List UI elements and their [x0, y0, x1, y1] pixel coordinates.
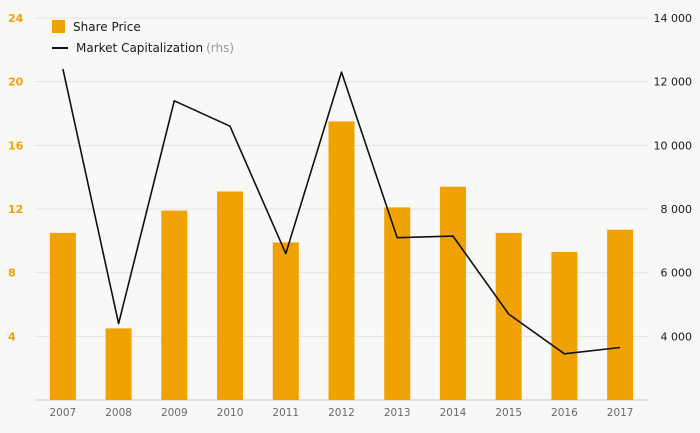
- legend-label-share-price: Share Price: [73, 19, 141, 34]
- share-price-bar: [272, 242, 299, 400]
- share-price-bar: [217, 191, 244, 400]
- right-axis-tick-label: 10 000: [654, 139, 693, 152]
- left-axis-tick-label: 24: [8, 12, 24, 25]
- legend-label-market-cap: Market Capitalization (rhs): [76, 41, 235, 55]
- x-axis-tick-label: 2009: [161, 407, 188, 419]
- x-axis-tick-label: 2015: [495, 407, 522, 419]
- share-price-bar: [105, 328, 132, 400]
- left-axis-tick-label: 12: [8, 203, 23, 216]
- x-axis-tick-label: 2012: [328, 407, 355, 419]
- x-axis-tick-label: 2016: [551, 407, 578, 419]
- share-price-bar: [495, 232, 522, 400]
- market-cap-line-icon: [52, 47, 68, 49]
- share-price-bar: [49, 232, 76, 400]
- right-axis-tick-label: 12 000: [654, 76, 693, 89]
- share-price-bar: [161, 210, 188, 400]
- right-axis-tick-label: 4 000: [661, 330, 693, 343]
- left-axis-tick-label: 20: [8, 76, 24, 89]
- legend-label-rhs-note: (rhs): [206, 41, 235, 55]
- share-price-bar: [384, 207, 411, 400]
- x-axis-tick-label: 2011: [272, 407, 299, 419]
- left-axis-tick-label: 8: [8, 267, 16, 280]
- share-price-swatch-icon: [52, 20, 65, 33]
- chart-legend: Share Price Market Capitalization (rhs): [52, 20, 234, 54]
- x-axis-tick-label: 2007: [49, 407, 76, 419]
- x-axis-tick-label: 2010: [217, 407, 244, 419]
- x-axis-tick-label: 2013: [384, 407, 411, 419]
- share-price-bar: [607, 229, 634, 400]
- legend-item-market-cap: Market Capitalization (rhs): [52, 42, 234, 54]
- left-axis-tick-label: 4: [8, 330, 16, 343]
- share-price-bar: [551, 251, 578, 400]
- share-price-bar: [328, 121, 355, 400]
- x-axis-tick-label: 2008: [105, 407, 132, 419]
- share-price-bar: [439, 186, 466, 400]
- left-axis-tick-label: 16: [8, 139, 24, 152]
- right-axis-tick-label: 6 000: [661, 267, 693, 280]
- market-cap-line: [62, 68, 621, 355]
- right-axis-tick-label: 8 000: [661, 203, 693, 216]
- x-axis-tick-label: 2017: [607, 407, 634, 419]
- legend-item-share-price: Share Price: [52, 20, 234, 33]
- right-axis-tick-label: 14 000: [654, 12, 693, 25]
- x-axis-tick-label: 2014: [440, 407, 467, 419]
